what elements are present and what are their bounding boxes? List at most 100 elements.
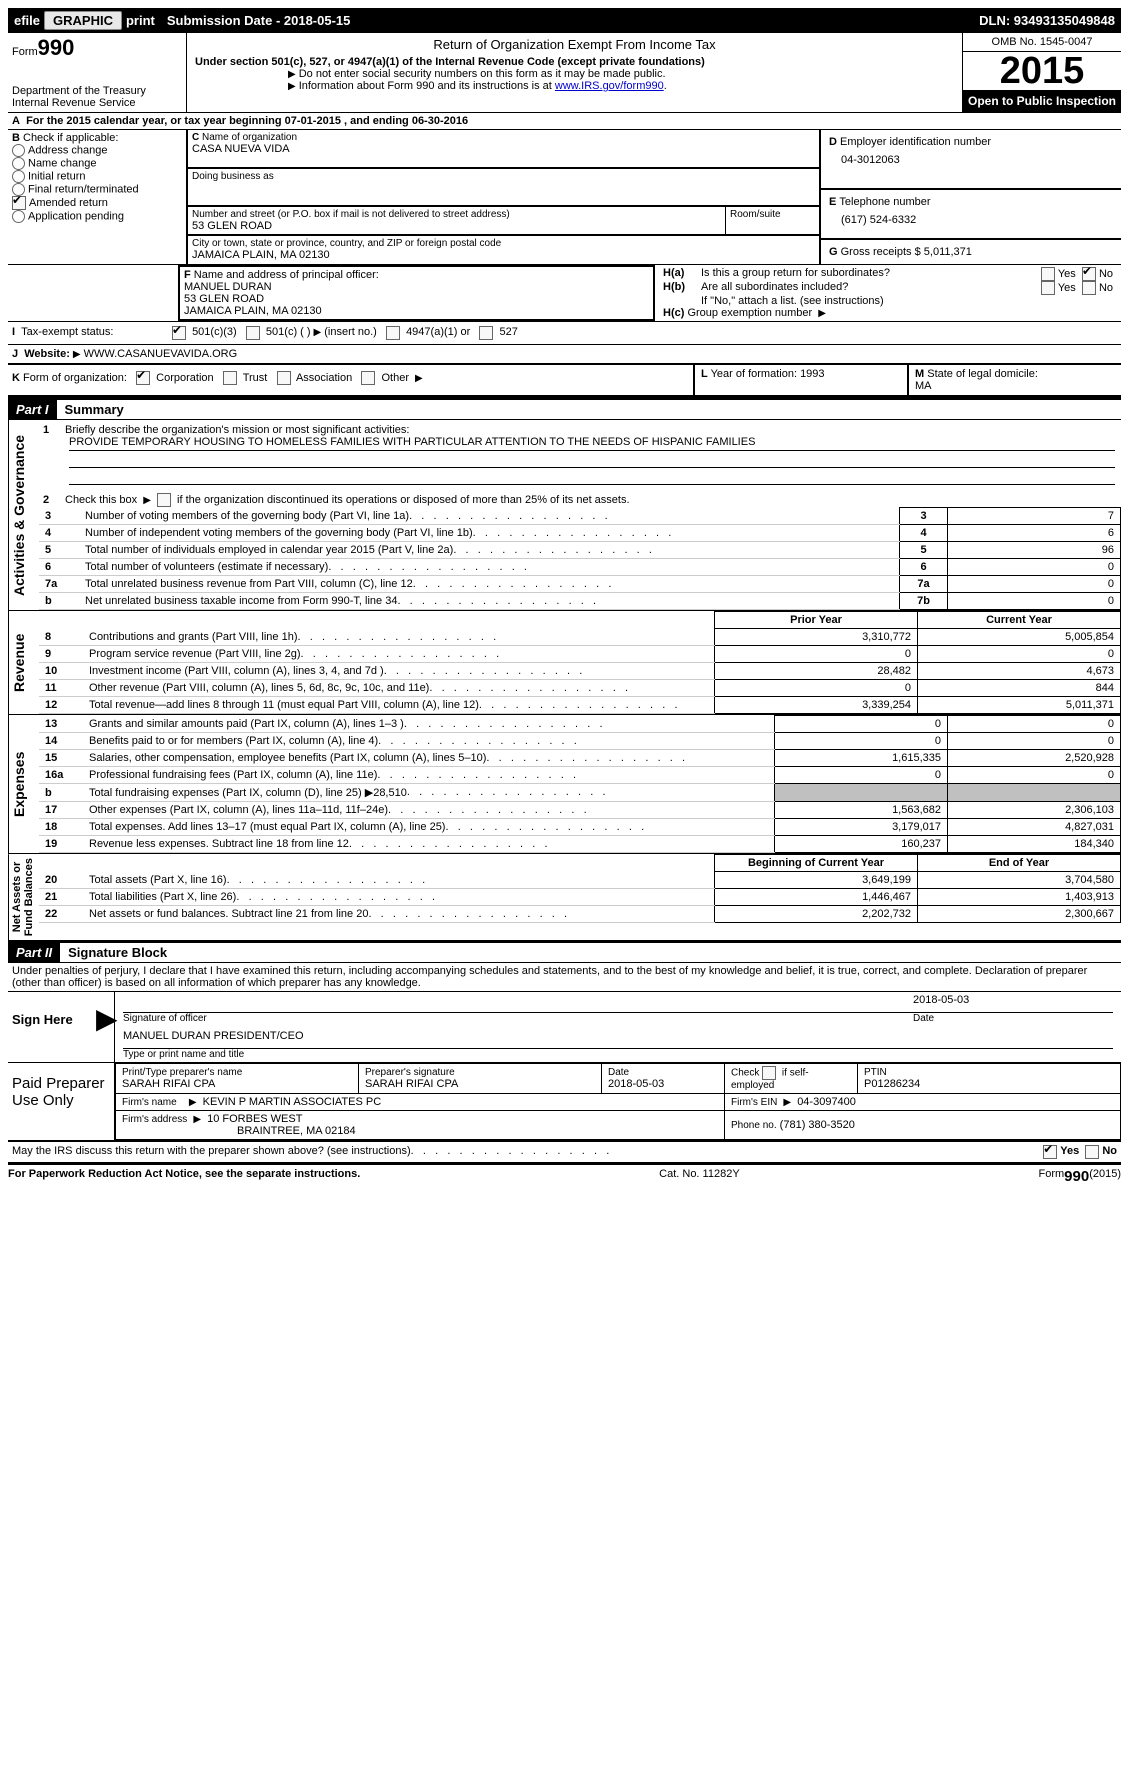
other-check[interactable] bbox=[361, 371, 375, 385]
box-k: K Form of organization: Corporation Trus… bbox=[8, 365, 693, 395]
part1-title: Summary bbox=[65, 402, 124, 417]
vlabel-governance: Activities & Governance bbox=[8, 420, 39, 610]
table-row: 11Other revenue (Part VIII, column (A), … bbox=[39, 680, 1121, 697]
domicile: MA bbox=[915, 380, 932, 392]
city-label: City or town, state or province, country… bbox=[192, 238, 815, 249]
q1-text: Briefly describe the organization's miss… bbox=[65, 424, 409, 436]
revenue-table: Prior YearCurrent Year8Contributions and… bbox=[39, 611, 1121, 714]
part1-tag: Part I bbox=[8, 400, 57, 419]
efile-label: efile bbox=[14, 13, 40, 28]
graphic-button[interactable]: GRAPHIC bbox=[44, 11, 122, 30]
table-row: 18Total expenses. Add lines 13–17 (must … bbox=[39, 819, 1121, 836]
app-pending-radio[interactable] bbox=[12, 210, 25, 223]
submission-date: Submission Date - 2018-05-15 bbox=[167, 13, 351, 28]
paperwork-note: For Paperwork Reduction Act Notice, see … bbox=[8, 1168, 360, 1185]
prep-sig: SARAH RIFAI CPA bbox=[365, 1078, 595, 1090]
phone-label: Telephone number bbox=[839, 196, 930, 208]
prep-name: SARAH RIFAI CPA bbox=[122, 1078, 352, 1090]
officer-addr2: JAMAICA PLAIN, MA 02130 bbox=[184, 305, 649, 317]
opt-amended: Amended return bbox=[29, 197, 108, 209]
table-row: 19Revenue less expenses. Subtract line 1… bbox=[39, 836, 1121, 853]
org-name: CASA NUEVA VIDA bbox=[192, 143, 815, 155]
vlabel-expenses: Expenses bbox=[8, 715, 39, 853]
box-f: F Name and address of principal officer:… bbox=[178, 265, 655, 321]
box-j: J Website: WWW.CASANUEVAVIDA.ORG bbox=[8, 345, 1121, 365]
table-row: 3Number of voting members of the governi… bbox=[39, 508, 1121, 525]
form-label: Form bbox=[12, 46, 38, 58]
net-table: Beginning of Current YearEnd of Year20To… bbox=[39, 854, 1121, 923]
table-row: bTotal fundraising expenses (Part IX, co… bbox=[39, 784, 1121, 802]
perjury-text: Under penalties of perjury, I declare th… bbox=[8, 962, 1121, 992]
street-label: Number and street (or P.O. box if mail i… bbox=[192, 209, 721, 220]
table-row: 16aProfessional fundraising fees (Part I… bbox=[39, 767, 1121, 784]
initial-return-radio[interactable] bbox=[12, 170, 25, 183]
table-row: 9Program service revenue (Part VIII, lin… bbox=[39, 646, 1121, 663]
box-b: B Check if applicable: Address change Na… bbox=[8, 130, 186, 264]
officer-sig-line[interactable] bbox=[123, 994, 913, 1013]
dln-label: DLN: 93493135049848 bbox=[979, 13, 1115, 28]
preparer-label: Paid Preparer Use Only bbox=[8, 1063, 115, 1140]
corp-check[interactable] bbox=[136, 371, 150, 385]
501c-check[interactable] bbox=[246, 326, 260, 340]
hb-label: Are all subordinates included? bbox=[701, 281, 1041, 295]
table-header-row: Prior YearCurrent Year bbox=[39, 612, 1121, 629]
opt-name-change: Name change bbox=[28, 157, 97, 169]
city-value: JAMAICA PLAIN, MA 02130 bbox=[192, 249, 815, 261]
box-c: C Name of organization CASA NUEVA VIDA D… bbox=[186, 130, 821, 264]
table-row: 8Contributions and grants (Part VIII, li… bbox=[39, 629, 1121, 646]
firm-addr2: BRAINTREE, MA 02184 bbox=[122, 1125, 356, 1137]
4947-check[interactable] bbox=[386, 326, 400, 340]
table-row: bNet unrelated business taxable income f… bbox=[39, 593, 1121, 610]
hb-note: If "No," attach a list. (see instruction… bbox=[663, 295, 1113, 307]
mission-text: PROVIDE TEMPORARY HOUSING TO HOMELESS FA… bbox=[69, 436, 1115, 451]
cat-no: Cat. No. 11282Y bbox=[659, 1168, 740, 1185]
table-row: 22Net assets or fund balances. Subtract … bbox=[39, 906, 1121, 923]
table-row: 5Total number of individuals employed in… bbox=[39, 542, 1121, 559]
hb-no-check[interactable] bbox=[1082, 281, 1096, 295]
print-label[interactable]: print bbox=[126, 13, 155, 28]
dba-label: Doing business as bbox=[192, 171, 815, 182]
irs-link[interactable]: www.IRS.gov/form990 bbox=[555, 80, 664, 92]
name-change-radio[interactable] bbox=[12, 157, 25, 170]
omb-year-cell: OMB No. 1545-0047 2015 Open to Public In… bbox=[963, 33, 1121, 112]
officer-name: MANUEL DURAN bbox=[184, 281, 649, 293]
form-id-cell: Form990 Department of the Treasury Inter… bbox=[8, 33, 187, 112]
table-row: 4Number of independent voting members of… bbox=[39, 525, 1121, 542]
form-number: 990 bbox=[38, 35, 75, 60]
discuss-no-check[interactable] bbox=[1085, 1145, 1099, 1159]
q2-check[interactable] bbox=[157, 493, 171, 507]
ha-label: Is this a group return for subordinates? bbox=[701, 267, 1041, 281]
table-row: 12Total revenue—add lines 8 through 11 (… bbox=[39, 697, 1121, 714]
box-l: L Year of formation: 1993 bbox=[693, 365, 909, 395]
amended-return-check[interactable] bbox=[12, 196, 26, 210]
date-label: Date bbox=[913, 1013, 1113, 1024]
table-row: 13Grants and similar amounts paid (Part … bbox=[39, 716, 1121, 733]
discuss-text: May the IRS discuss this return with the… bbox=[12, 1145, 411, 1159]
firm-ein: 04-3097400 bbox=[797, 1096, 856, 1108]
ha-no-check[interactable] bbox=[1082, 267, 1096, 281]
trust-check[interactable] bbox=[223, 371, 237, 385]
501c3-check[interactable] bbox=[172, 326, 186, 340]
table-row: 7aTotal unrelated business revenue from … bbox=[39, 576, 1121, 593]
ha-yes-check[interactable] bbox=[1041, 267, 1055, 281]
vlabel-net: Net Assets or Fund Balances bbox=[8, 854, 39, 940]
firm-addr1: 10 FORBES WEST bbox=[207, 1113, 302, 1125]
opt-addr-change: Address change bbox=[28, 144, 108, 156]
efile-header-bar: efile GRAPHIC print Submission Date - 20… bbox=[8, 8, 1121, 33]
addr-change-radio[interactable] bbox=[12, 144, 25, 157]
hb-yes-check[interactable] bbox=[1041, 281, 1055, 295]
governance-table: 3Number of voting members of the governi… bbox=[39, 507, 1121, 610]
527-check[interactable] bbox=[479, 326, 493, 340]
officer-label: Name and address of principal officer: bbox=[194, 269, 379, 281]
table-row: 21Total liabilities (Part X, line 26)1,4… bbox=[39, 889, 1121, 906]
assoc-check[interactable] bbox=[277, 371, 291, 385]
self-emp-check[interactable] bbox=[762, 1066, 776, 1080]
officer-addr1: 53 GLEN ROAD bbox=[184, 293, 649, 305]
info-note: Information about Form 990 and its instr… bbox=[299, 80, 555, 92]
room-label: Room/suite bbox=[726, 207, 819, 234]
table-row: 15Salaries, other compensation, employee… bbox=[39, 750, 1121, 767]
org-name-label: Name of organization bbox=[202, 132, 297, 143]
opt-pending: Application pending bbox=[28, 210, 124, 222]
form-org-label: Form of organization: bbox=[23, 372, 127, 384]
discuss-yes-check[interactable] bbox=[1043, 1145, 1057, 1159]
